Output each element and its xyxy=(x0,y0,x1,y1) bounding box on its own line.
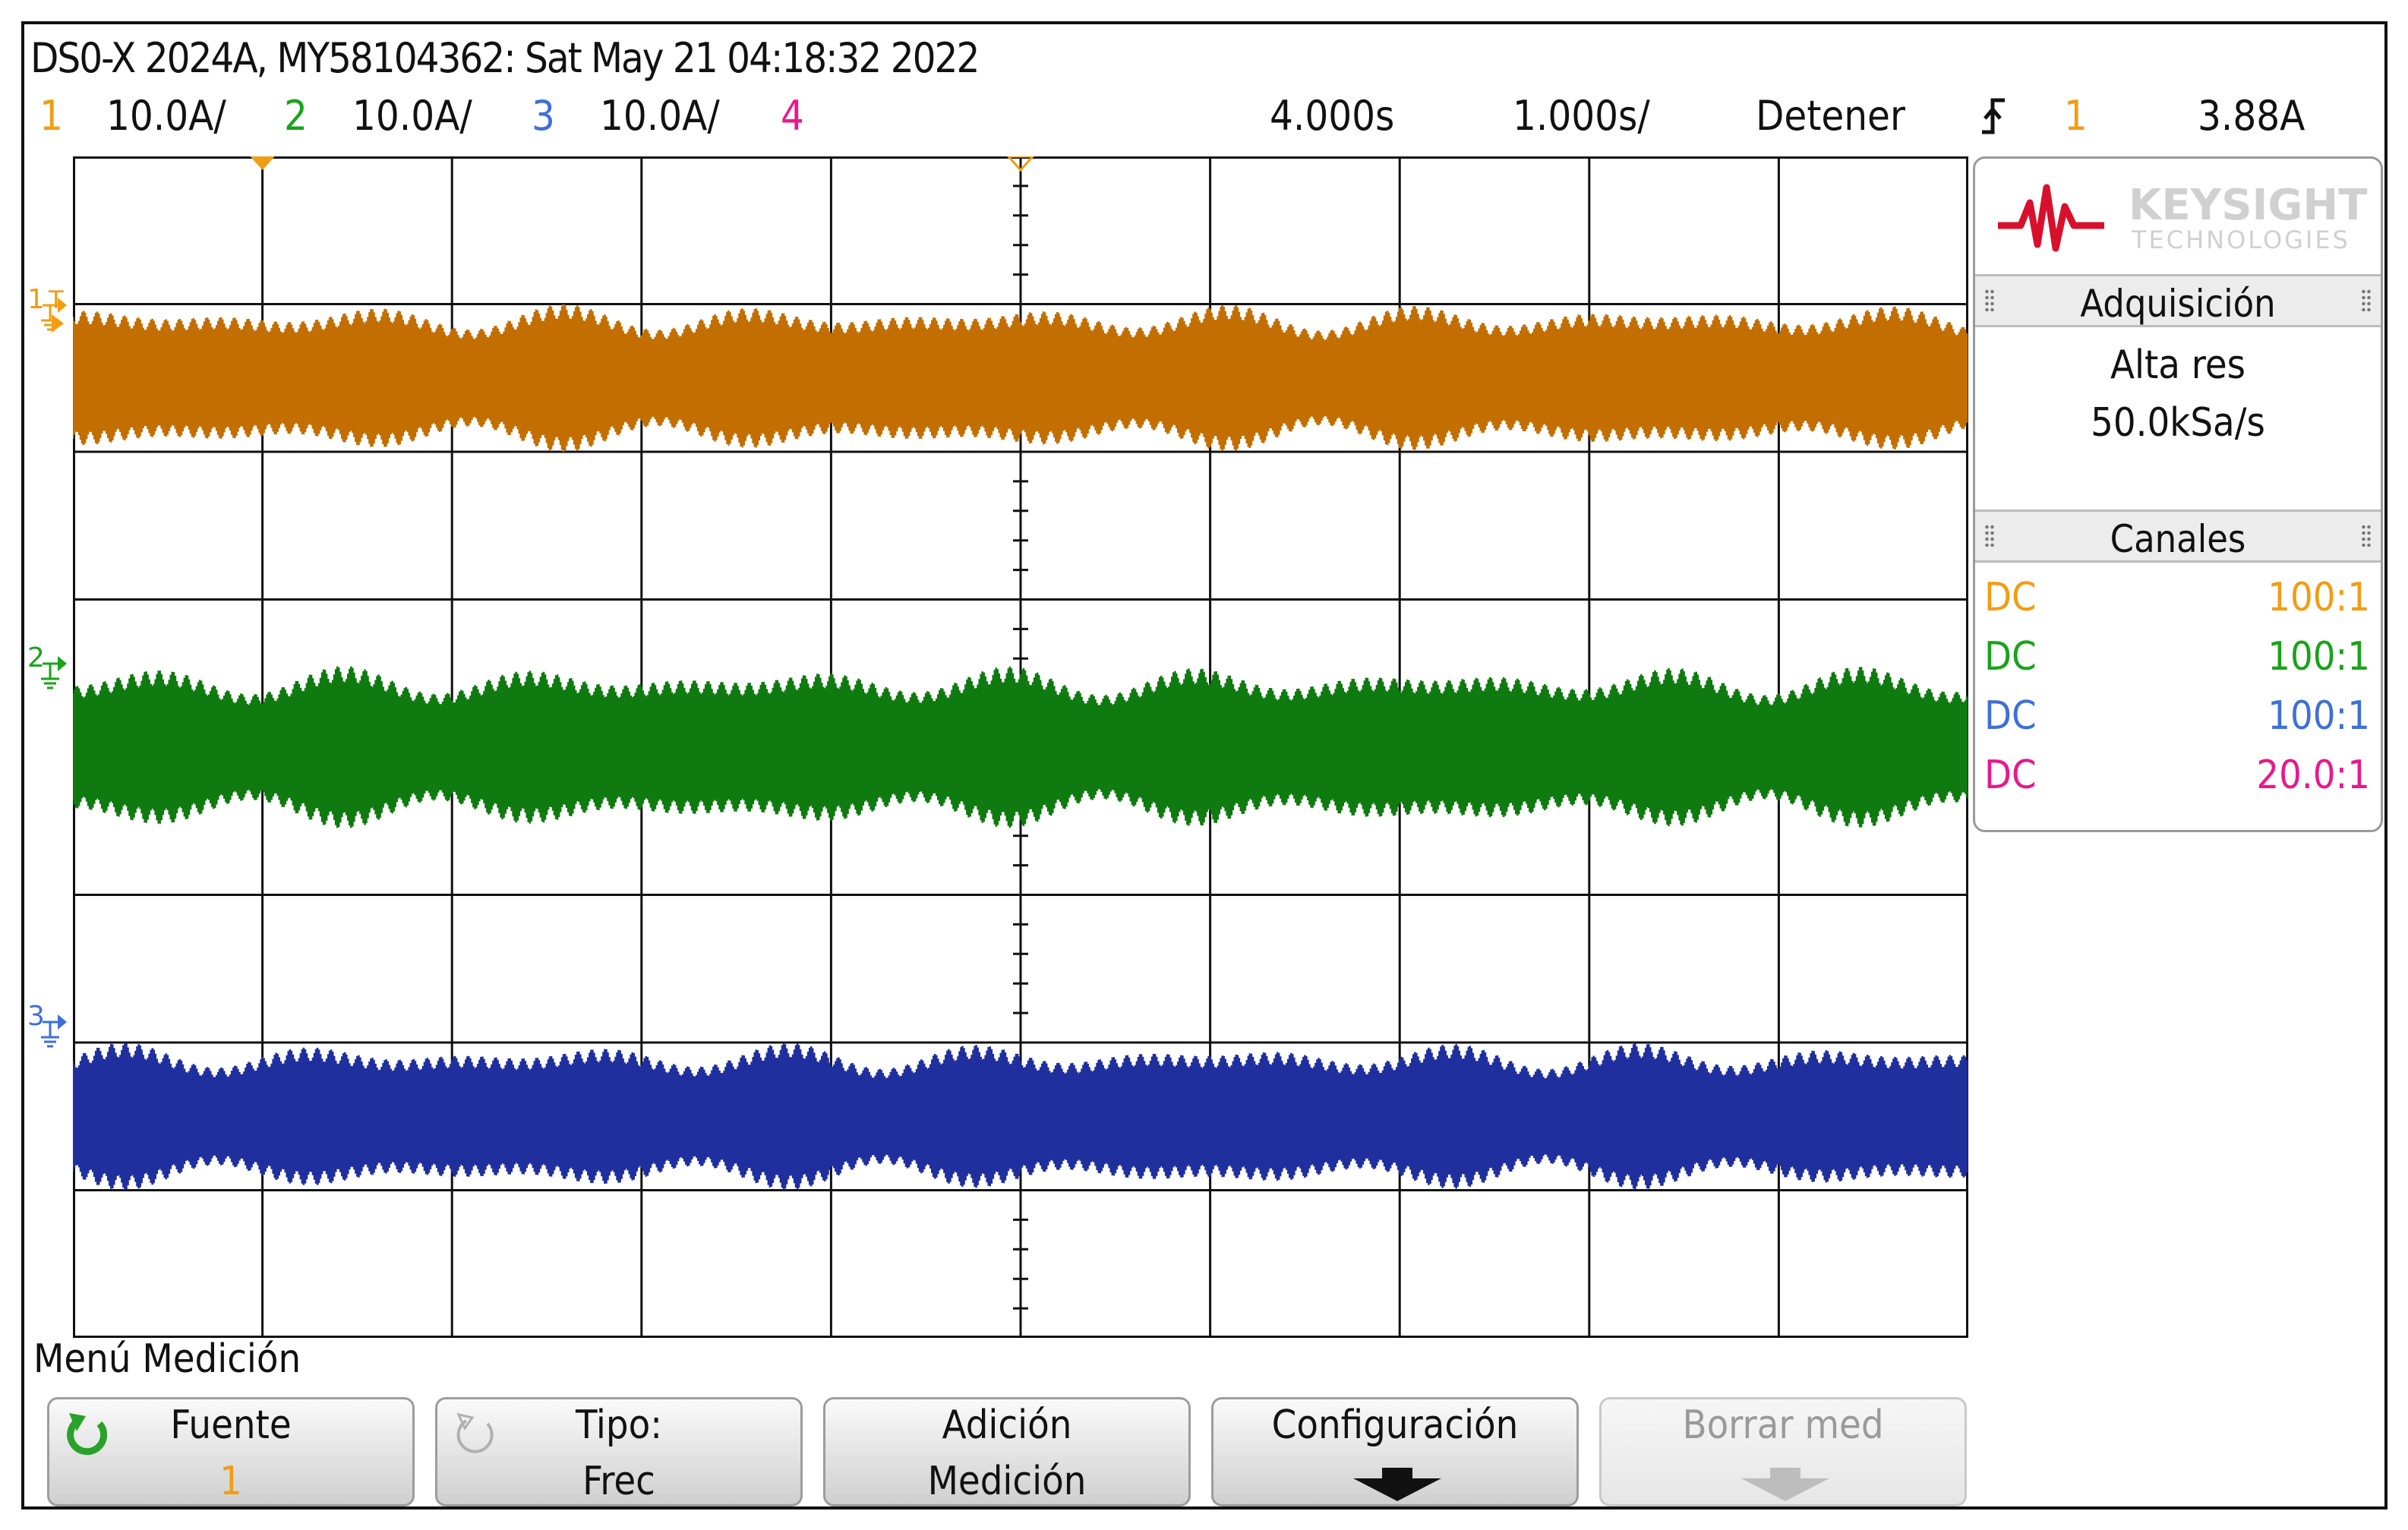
svg-text:T: T xyxy=(48,285,64,314)
ch2-number[interactable]: 2 xyxy=(284,92,308,140)
ch1-scale[interactable]: 10.0A/ xyxy=(106,92,226,140)
softkey-adicion-label: Adición xyxy=(942,1402,1072,1448)
trigger-level-marker[interactable]: T xyxy=(47,282,74,353)
acquisition-mode: Alta res xyxy=(2110,342,2246,388)
ch1-ground-marker[interactable]: 1 xyxy=(27,275,70,345)
ch1-coupling: DC xyxy=(1984,575,2037,620)
softkey-tipo[interactable]: Tipo: Frec xyxy=(435,1397,803,1506)
rotate-knob-icon xyxy=(62,1409,115,1465)
trigger-source[interactable]: 1 xyxy=(2064,92,2088,140)
softkey-adicion-value: Medición xyxy=(927,1459,1087,1504)
sample-rate: 50.0kSa/s xyxy=(2091,400,2265,446)
ch1-number[interactable]: 1 xyxy=(39,92,63,140)
softkey-configuracion[interactable]: Configuración xyxy=(1211,1397,1579,1506)
channels-header[interactable]: Canales xyxy=(1975,509,2381,563)
softkey-tipo-value: Frec xyxy=(582,1459,655,1504)
timebase-scale[interactable]: 1.000s/ xyxy=(1513,92,1650,140)
softkey-configuracion-label: Configuración xyxy=(1271,1402,1519,1448)
instrument-title: DS0-X 2024A, MY58104362: Sat May 21 04:1… xyxy=(30,34,980,82)
ch3-probe: 100:1 xyxy=(2268,693,2370,739)
timebase-position[interactable]: 4.000s xyxy=(1270,92,1395,140)
ch2-coupling: DC xyxy=(1984,634,2037,680)
markers xyxy=(250,156,1035,172)
menu-title: Menú Medición xyxy=(33,1336,301,1382)
softkey-fuente-value: 1 xyxy=(219,1459,242,1504)
acquisition-header[interactable]: Adquisición xyxy=(1975,274,2381,327)
svg-text:2: 2 xyxy=(27,642,45,674)
down-arrow-icon xyxy=(1352,1468,1443,1506)
ch3-coupling: DC xyxy=(1984,693,2037,739)
ch4-coupling: DC xyxy=(1984,752,2037,798)
ch4-probe: 20.0:1 xyxy=(2256,752,2370,798)
ch2-waveform xyxy=(73,666,1968,828)
ch2-scale[interactable]: 10.0A/ xyxy=(352,92,472,140)
ch3-number[interactable]: 3 xyxy=(532,92,555,140)
keysight-logo: KEYSIGHT TECHNOLOGIES xyxy=(1990,172,2370,259)
trigger-level[interactable]: 3.88A xyxy=(2198,92,2305,140)
down-arrow-icon xyxy=(1740,1468,1831,1506)
softkey-borrar-med[interactable]: Borrar med xyxy=(1599,1397,1967,1506)
run-state: Detener xyxy=(1756,92,1905,140)
ch1-probe: 100:1 xyxy=(2268,575,2370,620)
softkey-adicion-medicion[interactable]: Adición Medición xyxy=(823,1397,1191,1506)
ch3-ground-marker[interactable]: 3 xyxy=(27,992,70,1062)
softkey-tipo-label: Tipo: xyxy=(575,1402,663,1448)
softkey-fuente[interactable]: Fuente 1 xyxy=(47,1397,415,1506)
brand-name: KEYSIGHT xyxy=(2129,181,2367,230)
ch2-ground-marker[interactable]: 2 xyxy=(27,633,70,704)
ch4-number[interactable]: 4 xyxy=(781,92,804,140)
ch2-probe: 100:1 xyxy=(2268,634,2370,680)
oscilloscope-screen: DS0-X 2024A, MY58104362: Sat May 21 04:1… xyxy=(21,21,2387,1509)
softkey-fuente-label: Fuente xyxy=(170,1402,292,1448)
ch3-scale[interactable]: 10.0A/ xyxy=(600,92,720,140)
brand-sub: TECHNOLOGIES xyxy=(2131,226,2350,254)
rising-edge-icon xyxy=(1979,94,2009,140)
ch1-waveform xyxy=(73,304,1968,452)
ch3-waveform xyxy=(73,1043,1968,1191)
graticule xyxy=(73,156,1968,1338)
rotate-knob-icon xyxy=(450,1409,503,1465)
channels-title: Canales xyxy=(2110,517,2246,561)
svg-text:3: 3 xyxy=(27,1001,45,1032)
info-panel: KEYSIGHT TECHNOLOGIES Adquisición Alta r… xyxy=(1973,156,2383,832)
svg-text:1: 1 xyxy=(27,284,45,315)
softkey-borrar-label: Borrar med xyxy=(1682,1402,1884,1448)
acquisition-title: Adquisición xyxy=(2080,282,2276,326)
